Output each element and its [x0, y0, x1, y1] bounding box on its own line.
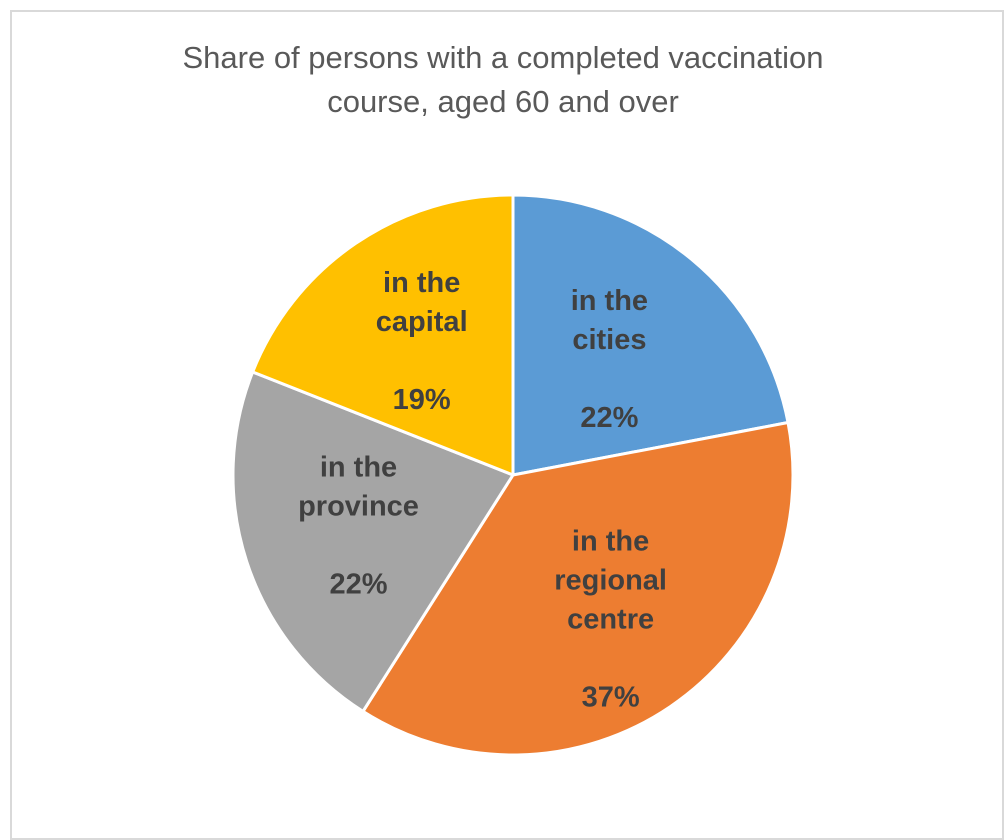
pie-slice-0 — [511, 193, 790, 477]
slice-category-label: regional — [554, 565, 667, 597]
slice-label-3: in the capital 19% — [376, 267, 468, 416]
slice-label-2: in the province 22% — [298, 452, 419, 601]
pie-slice-1 — [361, 421, 795, 757]
slice-category-label: in the — [320, 452, 397, 484]
slice-category-label: cities — [572, 324, 646, 356]
chart-title-line-2: course, aged 60 and over — [327, 84, 679, 119]
slice-category-label: in the — [571, 285, 648, 317]
slice-value-label: 37% — [582, 682, 640, 714]
slice-label-0: in the cities 22% — [571, 285, 648, 434]
slice-value-label: 22% — [580, 402, 638, 434]
slice-value-label: 22% — [329, 569, 387, 601]
slice-label-1: in the regional centre 37% — [554, 526, 667, 714]
chart-title: Share of persons with a completed vaccin… — [0, 36, 1006, 124]
pie-slice-3 — [251, 193, 515, 477]
slice-category-label: in the — [572, 526, 649, 558]
slice-category-label: province — [298, 491, 419, 523]
slice-category-label: centre — [567, 604, 654, 636]
slice-category-label: in the — [383, 267, 460, 299]
pie-slice-2 — [231, 370, 515, 713]
chart-title-line-1: Share of persons with a completed vaccin… — [182, 40, 824, 75]
slice-category-label: capital — [376, 306, 468, 338]
slice-value-label: 19% — [393, 384, 451, 416]
